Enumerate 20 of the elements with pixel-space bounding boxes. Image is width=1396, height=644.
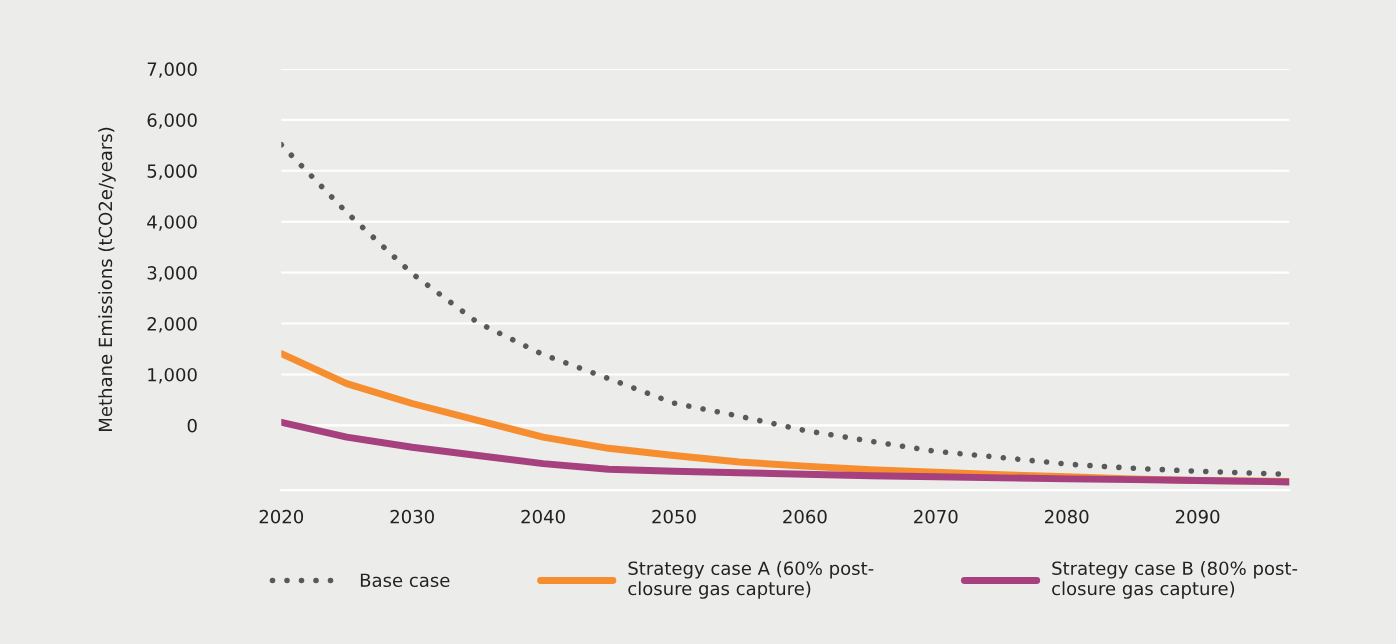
x-tick-label: 2050 [652,509,696,524]
x-tick-label: 2070 [914,509,958,524]
y-tick-label: 3,000 [147,266,197,282]
y-tick-label: 2,000 [147,317,197,333]
x-tick-label: 2060 [783,509,827,524]
y-tick-label: 5,000 [147,164,197,180]
y-tick-label: 4,000 [147,215,197,231]
y-tick-label: 6,000 [147,113,197,129]
legend-label: Strategy case B (80% post-closure gas capture) [1052,561,1298,599]
y-axis-title: Methane Emissions (tCO2e/years) [98,127,116,431]
y-tick-label: 7,000 [147,62,197,78]
legend-label: Strategy case A (60% post-closure gas capture) [628,561,874,599]
x-tick-label: 2040 [521,509,565,524]
legend-label: Base case [360,573,450,588]
x-tick-label: 2090 [1175,509,1220,524]
y-tick-label: 0 [187,418,197,433]
y-tick-label: 1,000 [148,367,197,384]
x-tick-label: 2030 [390,509,434,524]
x-tick-label: 2080 [1045,509,1089,524]
x-tick-label: 2020 [259,509,304,524]
